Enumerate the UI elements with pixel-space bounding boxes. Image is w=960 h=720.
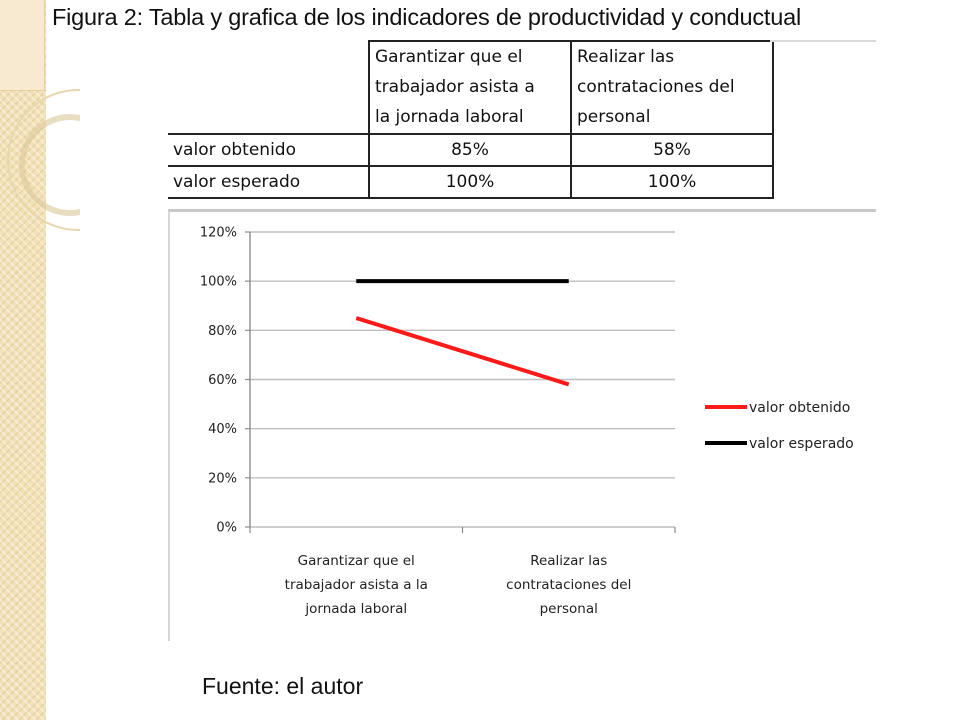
indicators-table: Garantizar que el trabajador asista a la… — [168, 40, 774, 199]
y-tick-label: 20% — [208, 471, 237, 486]
x-category-label: personal — [540, 601, 598, 617]
table-header-cell: Realizar las contrataciones del personal — [571, 40, 774, 134]
table-cell: valor obtenido — [168, 133, 370, 166]
y-tick-label: 0% — [216, 521, 237, 536]
legend-label: valor esperado — [749, 436, 854, 452]
x-category-label: Garantizar que el — [298, 553, 415, 569]
y-tick-label: 40% — [208, 422, 237, 437]
y-tick-label: 120% — [200, 226, 237, 241]
x-category-label: trabajador asista a la — [285, 577, 428, 593]
y-tick-label: 100% — [200, 275, 237, 290]
y-tick-label: 60% — [208, 373, 237, 388]
series-line-valor-obtenido — [355, 316, 570, 387]
table-row: valor esperado 100% 100% — [168, 165, 774, 199]
header-line: contrataciones del — [577, 77, 735, 97]
decorative-circles — [7, 89, 80, 231]
x-category-label: Realizar las — [530, 553, 607, 569]
legend-label: valor obtenido — [749, 400, 850, 416]
x-category-label: contrataciones del — [506, 577, 631, 593]
chart-frame-left — [168, 211, 170, 641]
figure-title: Figura 2: Tabla y grafica de los indicad… — [52, 4, 801, 30]
table-cell: valor esperado — [168, 165, 370, 199]
header-line: Garantizar que el — [375, 47, 523, 67]
header-line: Realizar las — [577, 47, 675, 67]
table-cell: 85% — [369, 133, 572, 166]
x-category-label: jornada laboral — [304, 601, 407, 617]
chart-frame-top — [168, 209, 876, 212]
header-line: trabajador asista a — [375, 77, 535, 97]
decorative-corner-panel — [0, 0, 45, 91]
source-caption: Fuente: el autor — [202, 673, 364, 699]
table-header-row: Garantizar que el trabajador asista a la… — [168, 40, 774, 134]
table-header-cell: Garantizar que el trabajador asista a la… — [369, 40, 572, 134]
table-row: valor obtenido 85% 58% — [168, 133, 774, 166]
sheet-gridline — [770, 40, 876, 42]
table-cell: 100% — [571, 165, 774, 199]
table-header-empty-cell — [168, 41, 370, 134]
table-cell: 58% — [571, 133, 774, 166]
decorative-side-strip — [0, 0, 46, 720]
y-tick-label: 80% — [208, 324, 237, 339]
header-line: personal — [577, 107, 651, 127]
table-cell: 100% — [369, 165, 572, 199]
header-line: la jornada laboral — [375, 107, 524, 127]
